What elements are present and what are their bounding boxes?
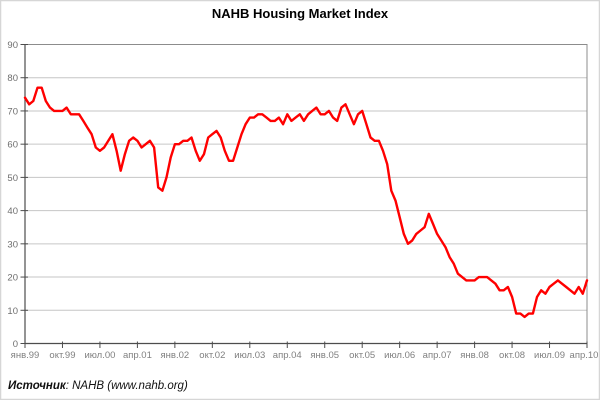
x-axis-label: окт.99 <box>49 350 75 361</box>
y-axis-label: 90 <box>7 40 18 51</box>
x-axis-label: окт.02 <box>199 350 225 361</box>
source-note: Источник: NAHB (www.nahb.org) <box>8 380 188 392</box>
x-axis-label: окт.08 <box>499 350 525 361</box>
y-axis-label: 70 <box>7 106 18 117</box>
plot-area: 0 10 20 30 40 50 60 70 80 90 янв.99 окт.99 июл.00 апр… <box>7 40 598 361</box>
x-axis-label: апр.01 <box>123 350 152 361</box>
x-axis-label: апр.10 <box>570 350 599 361</box>
x-axis-label: янв.08 <box>460 350 489 361</box>
source-rest: : NAHB (www.nahb.org) <box>66 380 188 392</box>
x-axis-label: янв.05 <box>310 350 339 361</box>
x-axis-label: июл.06 <box>384 350 415 361</box>
chart-title: NAHB Housing Market Index <box>212 6 389 21</box>
x-axis-label: июл.00 <box>84 350 115 361</box>
x-axis-label: окт.05 <box>349 350 375 361</box>
y-axis-label: 10 <box>7 306 18 317</box>
y-axis-label: 20 <box>7 273 18 284</box>
x-axis-label: июл.09 <box>534 350 565 361</box>
y-axis-label: 40 <box>7 206 18 217</box>
y-axis-label: 80 <box>7 73 18 84</box>
data-line-nahb-hmi <box>23 86 589 319</box>
y-axis-label: 0 <box>13 339 18 350</box>
x-axis-label: апр.07 <box>423 350 452 361</box>
x-axis-label: янв.02 <box>161 350 190 361</box>
x-axis-label: июл.03 <box>234 350 265 361</box>
x-axis-label: янв.99 <box>11 350 40 361</box>
y-axis-label: 30 <box>7 239 18 250</box>
source-label: Источник <box>8 380 67 392</box>
y-axis-label: 60 <box>7 140 18 151</box>
x-axis-label: апр.04 <box>273 350 302 361</box>
y-axis-label: 50 <box>7 173 18 184</box>
